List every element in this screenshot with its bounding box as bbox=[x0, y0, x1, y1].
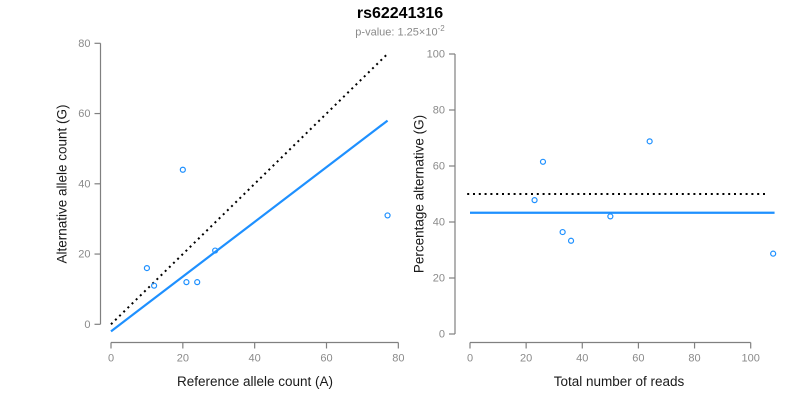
left-x-tick-label: 20 bbox=[177, 353, 189, 365]
right-data-point bbox=[567, 237, 575, 244]
figure-title: rs62241316 bbox=[356, 5, 444, 22]
figure-subtitle: p-value: 1.25×10-2 bbox=[0, 24, 800, 39]
left-data-point bbox=[212, 247, 219, 254]
right-data-point bbox=[531, 197, 538, 204]
right-data-point bbox=[646, 138, 653, 145]
left-data-point bbox=[183, 279, 190, 286]
right-x-tick-label: 100 bbox=[742, 353, 760, 365]
left-data-point bbox=[179, 166, 186, 173]
right-y-tick-label: 80 bbox=[433, 105, 445, 117]
right-y-tick-label: 40 bbox=[433, 217, 445, 229]
pvalue-exponent: -2 bbox=[437, 24, 445, 33]
left-x-tick-label: 80 bbox=[392, 353, 404, 365]
right-x-tick-label: 40 bbox=[576, 353, 588, 365]
right-y-tick-label: 60 bbox=[433, 161, 445, 173]
right-x-tick-label: 20 bbox=[520, 353, 532, 365]
left-x-tick-label: 0 bbox=[108, 353, 114, 365]
right-data-point bbox=[770, 250, 777, 257]
left-data-point bbox=[194, 279, 201, 286]
right-y-tick-label: 0 bbox=[439, 329, 445, 341]
identity-line bbox=[110, 53, 389, 326]
right-data-point bbox=[559, 228, 566, 236]
left-data-point bbox=[384, 212, 391, 219]
left-y-tick-label: 80 bbox=[78, 38, 90, 50]
right-yaxis-label: Percentage alternative (G) bbox=[411, 114, 427, 274]
left-x-tick-label: 40 bbox=[249, 353, 261, 365]
pvalue-text: p-value: 1.25×10 bbox=[355, 26, 438, 39]
right-x-tick-label: 60 bbox=[632, 353, 644, 365]
right-xaxis-label: Total number of reads bbox=[553, 374, 685, 389]
right-x-tick-label: 0 bbox=[467, 353, 473, 365]
right-y-tick-label: 20 bbox=[433, 273, 445, 285]
left-yaxis-label: Alternative allele count (G) bbox=[54, 104, 70, 264]
left-y-tick-label: 20 bbox=[78, 249, 90, 261]
right-data-point bbox=[607, 213, 614, 220]
left-data-point bbox=[151, 282, 158, 289]
fit-line bbox=[110, 119, 389, 333]
left-y-tick-label: 0 bbox=[84, 319, 90, 331]
left-y-tick-label: 40 bbox=[78, 178, 90, 190]
right-y-tick-label: 100 bbox=[427, 49, 445, 61]
right-data-point bbox=[539, 158, 547, 165]
right-x-tick-label: 80 bbox=[688, 353, 700, 365]
left-data-point bbox=[143, 265, 151, 272]
left-xaxis-label: Reference allele count (A) bbox=[176, 374, 334, 389]
left-x-tick-label: 60 bbox=[320, 353, 332, 365]
left-y-tick-label: 60 bbox=[78, 108, 90, 120]
